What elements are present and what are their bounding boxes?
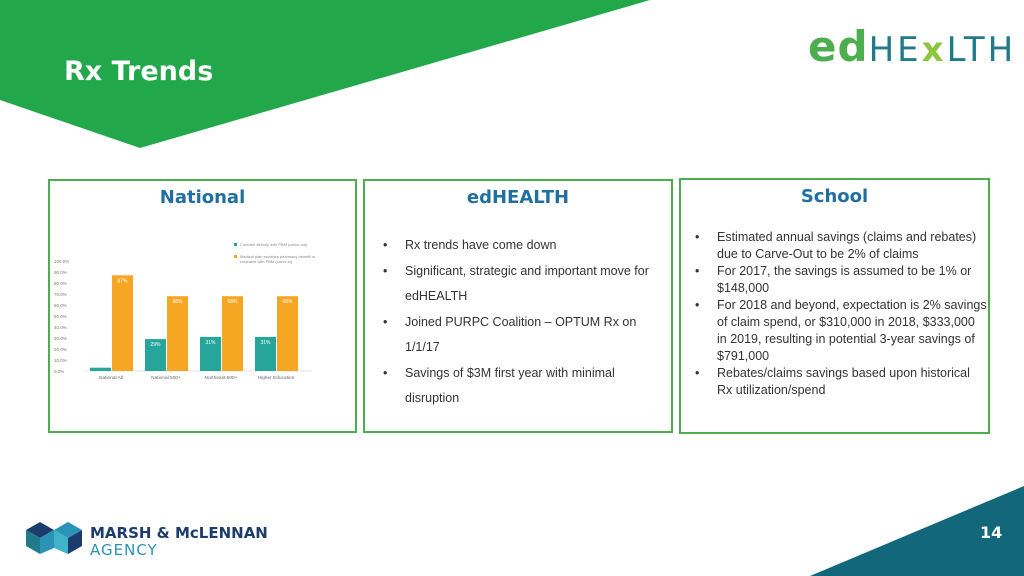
y-tick-label: 40.0% — [54, 325, 67, 330]
bar — [222, 296, 243, 371]
bar-data-label: 31% — [260, 340, 271, 346]
legend-swatch — [234, 243, 237, 246]
bar-data-label: 87% — [117, 278, 128, 284]
bar-data-label: 31% — [205, 340, 216, 346]
bar — [255, 336, 276, 371]
y-tick-label: 100.0% — [54, 259, 69, 264]
y-tick-label: 90.0% — [54, 270, 67, 275]
national-heading: National — [159, 187, 246, 208]
edhealth-bullet-list: Rx trends have come down Significant, st… — [383, 233, 653, 412]
x-tick-label: National 500+ — [151, 375, 181, 381]
y-tick-label: 10.0% — [54, 358, 67, 363]
bar-data-label: 68% — [227, 299, 238, 305]
marsh-mclennan-logo-icon — [26, 522, 82, 554]
list-item: Rx trends have come down — [383, 233, 653, 259]
bar — [90, 367, 111, 371]
list-item: Estimated annual savings (claims and reb… — [695, 229, 987, 263]
legend-swatch — [234, 255, 237, 258]
header-banner — [0, 0, 650, 148]
bar — [277, 296, 298, 371]
list-item: Rebates/claims savings based upon histor… — [695, 365, 987, 399]
list-item: Savings of $3M first year with minimal d… — [383, 361, 653, 412]
edhealth-logo: edHExLTH — [808, 22, 1017, 71]
y-tick-label: 30.0% — [54, 336, 67, 341]
y-tick-label: 20.0% — [54, 347, 67, 352]
page-number: 14 — [980, 523, 1003, 542]
footer-corner — [810, 486, 1024, 576]
bar — [200, 336, 221, 371]
carve-out-chart: 100.0% 90.0% 80.0% 70.0% 60.0% 50.0% 40.0% 30.0… — [54, 242, 316, 381]
page-title: Rx Trends — [64, 56, 214, 87]
bar-data-label: 68% — [282, 299, 293, 305]
bar-data-label: 68% — [172, 299, 183, 305]
x-tick-label: Northeast 500+ — [205, 375, 238, 381]
list-item: For 2018 and beyond, expectation is 2% s… — [695, 297, 987, 365]
y-tick-label: 0.0% — [54, 369, 64, 374]
bar-data-label: 29% — [150, 342, 161, 348]
national-panel: National 100.0% 90.0% 80.0% 70.0% 60.0% 50.0%… — [48, 179, 357, 433]
y-tick-label: 80.0% — [54, 281, 67, 286]
school-panel: School Estimated annual savings (claims … — [679, 178, 990, 434]
y-tick-label: 60.0% — [54, 303, 67, 308]
list-item: Joined PURPC Coalition – OPTUM Rx on 1/1… — [383, 310, 653, 361]
footer-company-name: MARSH & McLENNAN AGENCY — [90, 524, 268, 559]
bar — [145, 339, 166, 371]
x-tick-label: Higher Education — [258, 375, 295, 381]
edhealth-panel: edHEALTH Rx trends have come down Signif… — [363, 179, 673, 433]
bar — [112, 275, 133, 371]
list-item: For 2017, the savings is assumed to be 1… — [695, 263, 987, 297]
legend-label: Medical plan provides pharmacy benefit o… — [240, 254, 316, 264]
list-item: Significant, strategic and important mov… — [383, 259, 653, 310]
y-tick-label: 70.0% — [54, 292, 67, 297]
bar — [167, 296, 188, 371]
y-tick-label: 50.0% — [54, 314, 67, 319]
school-bullet-list: Estimated annual savings (claims and reb… — [695, 229, 987, 399]
edhealth-heading: edHEALTH — [466, 187, 570, 208]
x-tick-label: National All — [99, 375, 123, 381]
legend-label: Contract directly with PBM (carve-out) — [240, 242, 308, 247]
school-heading: School — [800, 186, 869, 207]
